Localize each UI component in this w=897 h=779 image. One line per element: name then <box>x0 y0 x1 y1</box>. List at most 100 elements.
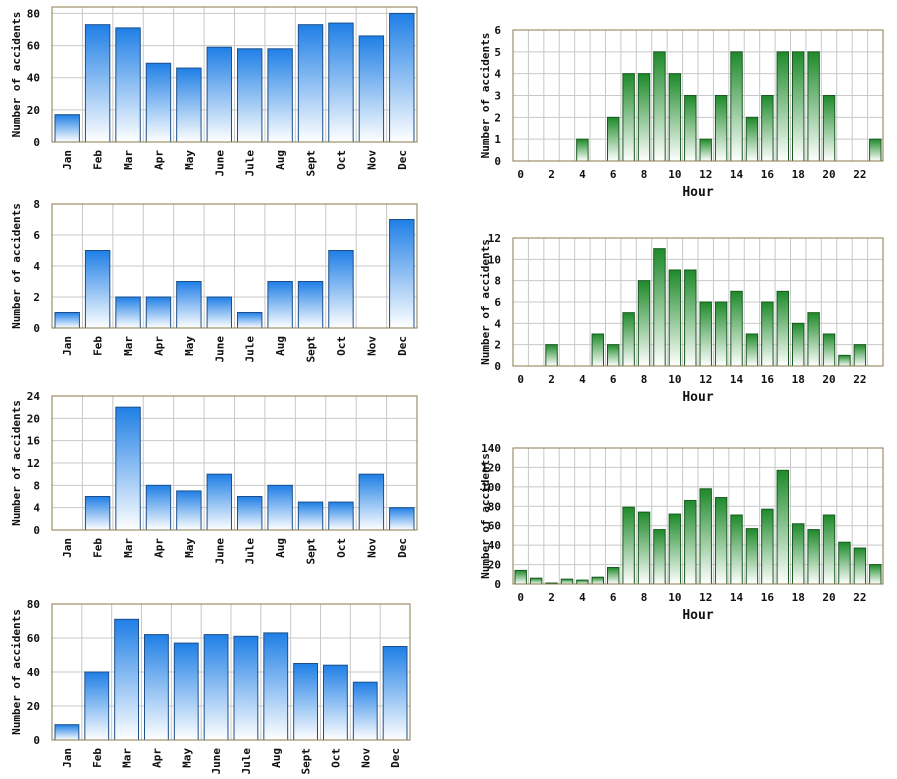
bar-15 <box>745 528 759 585</box>
bar-19 <box>807 312 820 367</box>
bar-Oct <box>328 501 354 531</box>
bar-Aug <box>267 281 293 329</box>
x-tick-label: 20 <box>822 373 835 386</box>
x-tick-label: Jan <box>61 150 74 170</box>
bar-12 <box>699 301 712 367</box>
x-tick-label: Sept <box>305 150 318 177</box>
x-tick-label: 6 <box>610 168 617 181</box>
bar-17 <box>776 290 789 367</box>
y-tick-label: 80 <box>27 7 40 20</box>
bar-Apr <box>144 634 169 741</box>
y-axis-label: Number of accidents <box>10 12 23 138</box>
x-tick-label: 14 <box>730 373 744 386</box>
bar-June <box>206 296 232 329</box>
bar-8 <box>637 511 651 585</box>
bar-4 <box>576 138 589 162</box>
bar-14 <box>730 51 743 162</box>
bar-Apr <box>145 484 172 531</box>
x-tick-label: May <box>183 150 196 170</box>
bar-Nov <box>358 473 385 531</box>
bar-9 <box>653 529 666 585</box>
bar-Feb <box>84 496 111 531</box>
x-tick-label: Mar <box>121 748 134 768</box>
plot-frame <box>51 203 418 329</box>
bars <box>545 248 867 367</box>
x-tick-label: Feb <box>91 748 104 768</box>
y-tick-label: 8 <box>33 479 40 492</box>
x-tick-label: May <box>180 748 193 768</box>
bar-21 <box>838 354 851 367</box>
bar-May <box>176 490 202 531</box>
x-tick-label: Oct <box>335 336 348 356</box>
chart-month-3: 0 4 8 12 16 20 24 Jan Feb Mar Apr May June Jule Aug Sep… <box>10 390 418 565</box>
bar-5 <box>591 576 604 585</box>
bar-12 <box>699 138 712 162</box>
x-tick-label: Nov <box>365 538 378 558</box>
bar-Mar <box>114 618 139 741</box>
x-tick-label: Aug <box>274 336 287 356</box>
bar-13 <box>714 497 728 585</box>
bar-Jan <box>54 114 80 143</box>
plot-frame <box>512 237 884 367</box>
bar-1 <box>529 577 543 585</box>
x-tick-label: Jan <box>61 538 74 558</box>
bar-0 <box>514 569 527 585</box>
y-tick-label: 4 <box>33 502 40 515</box>
bar-Oct <box>328 22 354 143</box>
x-tick-label: 18 <box>792 591 805 604</box>
plot-frame <box>51 395 418 531</box>
x-tick-label: Aug <box>270 748 283 768</box>
y-tick-label: 20 <box>27 700 40 713</box>
x-tick-label: Jule <box>240 748 253 775</box>
y-axis-label: Number of accidents <box>10 609 23 735</box>
y-tick-label: 8 <box>494 275 501 288</box>
bar-Mar <box>115 406 141 531</box>
bar-Nov <box>352 681 378 741</box>
gridlines <box>52 7 417 143</box>
y-tick-labels: 0 2 4 6 8 <box>33 198 40 335</box>
bar-Jule <box>237 496 263 531</box>
x-tick-label: Nov <box>365 150 378 170</box>
bar-Aug <box>267 484 293 531</box>
x-tick-label: Nov <box>365 336 378 356</box>
bar-Sept <box>297 501 324 531</box>
x-tick-label: 6 <box>610 591 617 604</box>
bar-16 <box>761 95 774 162</box>
x-tick-label: 14 <box>730 168 744 181</box>
bar-19 <box>807 529 820 585</box>
x-tick-label: Apr <box>152 150 165 170</box>
x-tick-label: Dec <box>396 150 409 170</box>
x-tick-label: 14 <box>730 591 744 604</box>
x-tick-label: Apr <box>150 748 163 768</box>
y-tick-label: 80 <box>488 500 501 513</box>
y-tick-label: 4 <box>494 317 501 330</box>
x-tick-label: 0 <box>517 168 524 181</box>
bar-10 <box>668 513 682 585</box>
x-axis-label: Hour <box>682 185 713 200</box>
x-tick-label: Jule <box>244 150 257 177</box>
x-tick-label: Feb <box>92 336 105 356</box>
gridlines <box>52 203 417 329</box>
bar-Dec <box>389 219 415 329</box>
y-tick-label: 12 <box>488 232 501 245</box>
bar-Apr <box>145 62 172 143</box>
y-tick-labels: 0 4 8 12 16 20 24 <box>27 390 41 537</box>
x-tick-labels: Jan Feb Mar Apr May June Jule Aug Sept Oct Nov Dec <box>61 538 409 565</box>
bar-8 <box>637 280 651 367</box>
bar-22 <box>853 344 867 367</box>
x-tick-label: 10 <box>668 168 681 181</box>
bar-6 <box>607 344 620 367</box>
bar-20 <box>822 333 836 367</box>
bar-Jan <box>54 312 80 329</box>
x-tick-label: 16 <box>761 373 775 386</box>
bar-Dec <box>389 12 415 143</box>
bar-June <box>206 473 232 531</box>
y-tick-label: 60 <box>488 520 501 533</box>
y-tick-label: 20 <box>27 104 40 117</box>
y-tick-label: 140 <box>481 442 501 455</box>
bar-Oct <box>328 250 354 329</box>
bar-Feb <box>84 250 111 329</box>
chart-month-1: 0 20 40 60 80 Jan Feb Mar Apr May June Jule Aug Sept O… <box>10 6 418 177</box>
bars <box>514 469 882 585</box>
